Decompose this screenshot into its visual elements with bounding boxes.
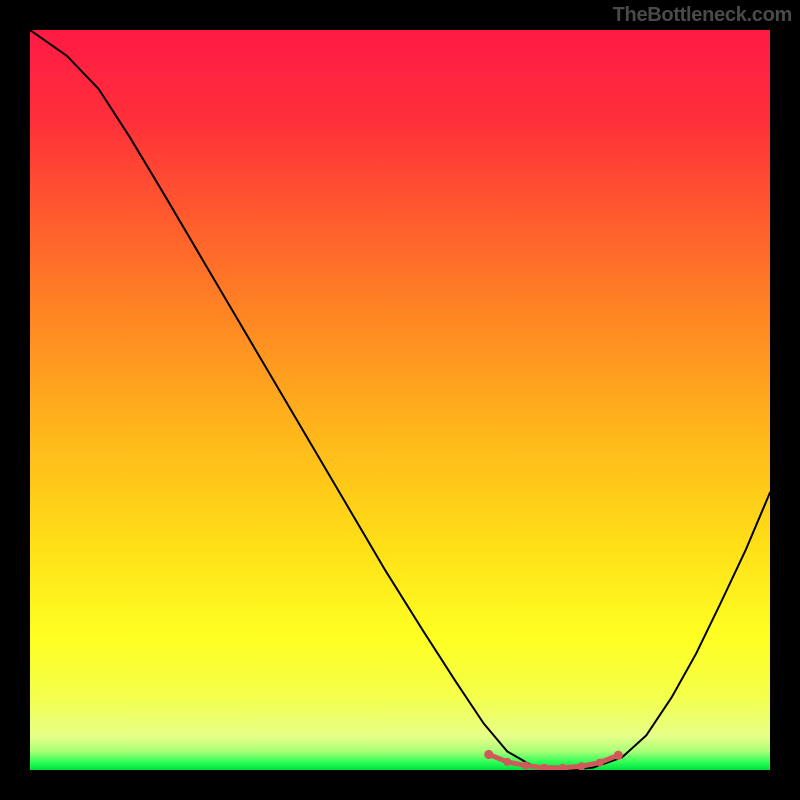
sweet-spot-marker-dot (614, 751, 623, 760)
sweet-spot-marker-dot (522, 762, 530, 770)
gradient-background (30, 30, 770, 770)
sweet-spot-marker-dot (596, 759, 604, 767)
watermark-text: TheBottleneck.com (613, 4, 792, 27)
sweet-spot-marker-dot (577, 762, 585, 770)
sweet-spot-marker-dot (484, 750, 493, 759)
sweet-spot-marker-dot (503, 758, 511, 766)
plot-svg (30, 30, 770, 770)
plot-area (30, 30, 770, 770)
chart-container: TheBottleneck.com (0, 0, 800, 800)
